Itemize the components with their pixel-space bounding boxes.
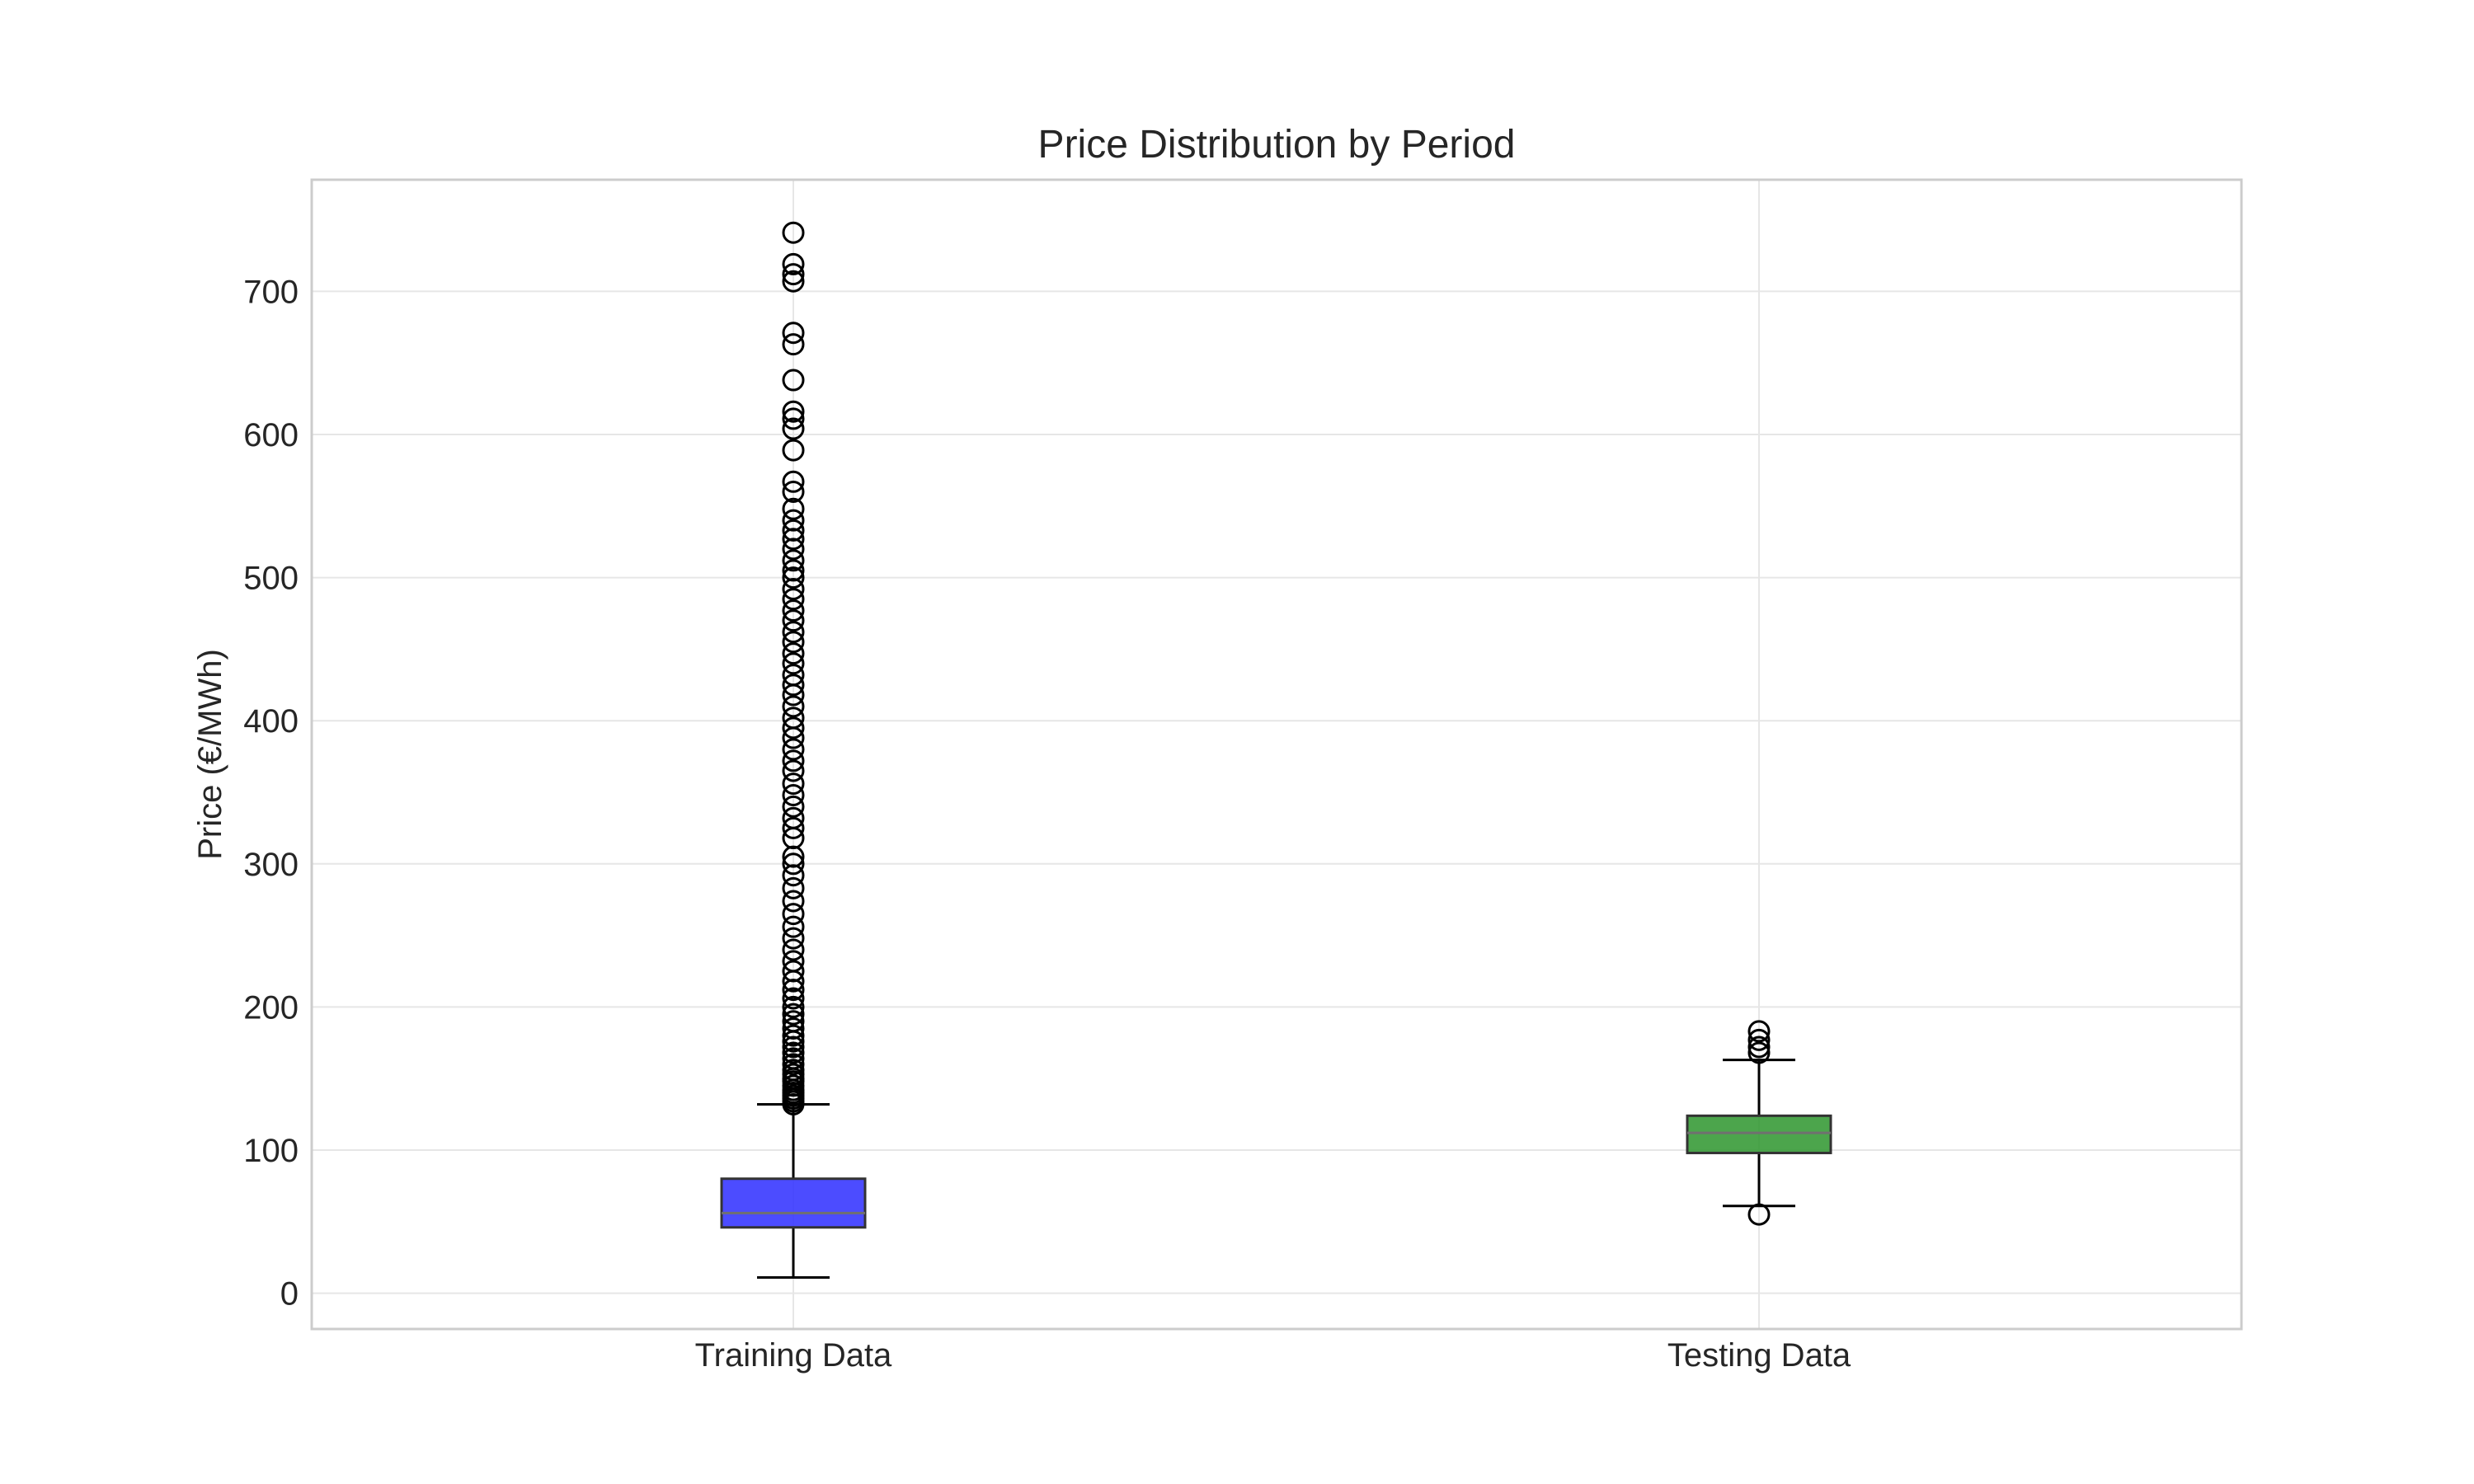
outlier-point [782, 1059, 805, 1082]
outlier-point [782, 599, 805, 622]
outlier-point [1747, 1028, 1771, 1051]
x-tick-label-1: Testing Data [1667, 1337, 1851, 1374]
outlier-point [782, 1017, 805, 1040]
outlier-point [782, 480, 805, 503]
outlier-point [782, 738, 805, 761]
outlier-point [782, 566, 805, 589]
outlier-point [782, 890, 805, 913]
outlier-point [782, 695, 805, 718]
outlier-point [1747, 1020, 1771, 1043]
outlier-point [782, 519, 805, 542]
y-tick-label-600: 600 [243, 417, 299, 453]
y-tick-label-100: 100 [243, 1133, 299, 1169]
outlier-point [782, 783, 805, 806]
outlier-point [1747, 1203, 1771, 1226]
outlier-point [782, 588, 805, 611]
outlier-point [782, 439, 805, 462]
x-tick-label-0: Training Data [695, 1337, 892, 1374]
outlier-point [782, 773, 805, 796]
outlier-point [782, 876, 805, 899]
outlier-point [782, 1047, 805, 1070]
outlier-point [782, 716, 805, 740]
y-tick-label-700: 700 [243, 274, 299, 310]
outlier-point [1747, 1036, 1771, 1059]
y-tick-label-300: 300 [243, 847, 299, 883]
outlier-point [782, 263, 805, 286]
outlier-point [782, 333, 805, 356]
y-axis-label: Price (€/MWh) [192, 649, 228, 860]
y-tick-label-0: 0 [280, 1276, 299, 1313]
box-group-1 [1686, 1020, 1832, 1226]
outlier-point [782, 270, 805, 293]
iqr-box [1686, 1114, 1832, 1154]
x-tick-labels: Training Data Testing Data [695, 1337, 1851, 1374]
outlier-point [782, 400, 805, 423]
outlier-point [782, 674, 805, 697]
outlier-point [782, 369, 805, 392]
outlier-point [782, 621, 805, 644]
outlier-point [782, 987, 805, 1010]
outlier-point [782, 927, 805, 950]
outlier-point [782, 559, 805, 582]
outlier-point [782, 549, 805, 572]
outlier-point [782, 960, 805, 983]
outlier-point [782, 642, 805, 665]
outlier-point [782, 903, 805, 926]
outlier-point [782, 407, 805, 430]
y-tick-labels: 0 100 200 300 400 500 600 700 [243, 274, 299, 1312]
outlier-point [782, 938, 805, 961]
outlier-point [782, 652, 805, 675]
outlier-point [782, 497, 805, 520]
plot-area-frame [310, 178, 2243, 1331]
outlier-point [782, 995, 805, 1018]
y-tick-label-400: 400 [243, 703, 299, 740]
outlier-point [782, 707, 805, 730]
outlier-point [782, 417, 805, 440]
outlier-point [782, 1041, 805, 1064]
outlier-point [782, 816, 805, 839]
chart-title: Price Distribution by Period [1038, 123, 1516, 167]
outlier-point [782, 609, 805, 632]
iqr-box [720, 1177, 867, 1229]
outlier-point [782, 852, 805, 876]
outlier-point [782, 749, 805, 773]
outlier-point [782, 795, 805, 818]
outlier-point [782, 1053, 805, 1076]
box-group-0 [720, 221, 867, 1280]
y-tick-label-500: 500 [243, 561, 299, 597]
outlier-point [782, 1024, 805, 1047]
outlier-point [782, 470, 805, 493]
outlier-point [782, 1003, 805, 1026]
outlier-point [782, 631, 805, 654]
outlier-point [782, 252, 805, 275]
outlier-point [782, 509, 805, 532]
outlier-point [782, 950, 805, 973]
outlier-point [782, 221, 805, 244]
outlier-point [1747, 1041, 1771, 1064]
outlier-point [782, 915, 805, 938]
outlier-point [782, 759, 805, 782]
boxes [720, 221, 1832, 1280]
y-tick-label-200: 200 [243, 989, 299, 1026]
outlier-point [782, 1010, 805, 1033]
outlier-point [782, 806, 805, 829]
outlier-point [782, 664, 805, 687]
outlier-point [782, 322, 805, 345]
